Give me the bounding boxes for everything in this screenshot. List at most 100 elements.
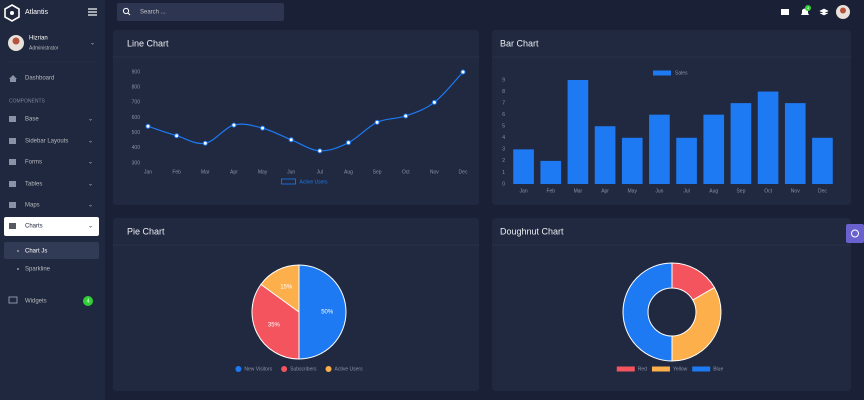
submenu-item[interactable]: Chart Js	[17, 249, 47, 255]
menu-item[interactable]: Charts ⌄	[9, 223, 93, 230]
y-tick-label: 5	[502, 124, 505, 130]
menu-caret: ⌄	[88, 160, 93, 166]
menu-dashboard[interactable]: Dashboard	[9, 75, 54, 82]
menu-label: Forms	[25, 160, 42, 166]
user-avatar-face	[12, 37, 20, 45]
legend-item[interactable]: New Visitors	[235, 366, 273, 372]
legend-item[interactable]: Yellow	[651, 366, 688, 372]
avatar-face	[840, 7, 846, 14]
menu-item[interactable]: Maps ⌄	[9, 202, 93, 209]
y-tick-label: 500	[132, 130, 141, 136]
layers-icon[interactable]	[819, 8, 829, 16]
mail-icon[interactable]	[781, 9, 789, 15]
legend-swatch	[281, 366, 288, 372]
menu-caret: ⌄	[88, 139, 93, 145]
bar	[730, 103, 752, 184]
x-tick-label: Dec	[459, 169, 468, 175]
point	[202, 140, 208, 146]
submenu-label: Chart Js	[25, 249, 47, 255]
x-tick-label: Feb	[546, 188, 555, 194]
legend-swatch	[616, 366, 635, 372]
x-tick-label: May	[628, 188, 638, 194]
legend-label: Active Users	[300, 179, 329, 185]
pie-slice	[260, 264, 300, 313]
point	[345, 140, 351, 146]
bar	[594, 126, 616, 184]
y-tick-label: 300	[132, 160, 141, 166]
menu-item[interactable]: Tables ⌄	[9, 181, 93, 188]
legend-swatch	[325, 366, 332, 372]
legend-label: Subscribers	[290, 366, 317, 372]
x-tick-label: Mar	[574, 188, 583, 194]
menu-widgets[interactable]: Widgets 4	[8, 296, 93, 306]
y-tick-label: 4	[502, 135, 505, 141]
y-tick-label: 600	[132, 115, 141, 121]
y-tick-label: 6	[502, 112, 505, 118]
menu-item[interactable]: Base ⌄	[9, 116, 93, 123]
menu-label: Base	[25, 117, 39, 123]
y-tick-label: 700	[132, 100, 141, 106]
user-role: Administrator	[29, 45, 59, 51]
submenu-item[interactable]: Sparkline	[17, 267, 51, 273]
doughnut-segment	[671, 286, 722, 362]
y-tick-label: 7	[502, 100, 505, 106]
bar	[649, 114, 670, 184]
widgets-badge	[83, 296, 93, 306]
doughnut-segment	[622, 262, 673, 362]
user-name: Hizrian	[29, 36, 48, 42]
home-icon	[9, 75, 17, 82]
menu-caret: ⌄	[88, 203, 93, 209]
x-tick-label: Jun	[655, 188, 663, 194]
bar	[676, 137, 697, 184]
legend-swatch	[653, 70, 671, 76]
point	[174, 133, 180, 139]
menu-toggle[interactable]	[88, 8, 97, 16]
menu-icon	[9, 181, 16, 187]
point	[460, 69, 466, 75]
bar	[513, 149, 534, 184]
card-title: Doughnut Chart	[500, 226, 564, 236]
sidebar	[0, 0, 105, 400]
legend-label: Blue	[713, 366, 723, 372]
legend-item[interactable]: Red	[616, 366, 647, 372]
pie-chart: 50% 35% 15% New Visitors Subscribers Active U…	[235, 264, 363, 372]
menu-label: Dashboard	[25, 76, 54, 82]
card-title: Pie Chart	[127, 226, 165, 236]
menu-item[interactable]: Forms ⌄	[9, 159, 93, 166]
x-tick-label: Nov	[791, 188, 800, 194]
x-tick-label: Jul	[683, 188, 689, 194]
notification-count: 4	[807, 5, 810, 10]
search-box[interactable]	[117, 3, 284, 21]
legend-item[interactable]: Active Users	[325, 366, 364, 372]
legend-label: New Visitors	[244, 366, 272, 372]
settings-button[interactable]	[846, 224, 864, 243]
y-tick-label: 400	[132, 145, 141, 151]
menu-label: Charts	[25, 224, 43, 230]
menu-item[interactable]: Sidebar Layouts ⌄	[9, 138, 93, 145]
y-tick-label: 1	[502, 170, 505, 176]
brand: Atlantis	[25, 9, 48, 16]
legend: New Visitors Subscribers Active Users	[235, 366, 363, 372]
x-tick-label: Oct	[402, 169, 410, 175]
x-tick-label: Jul	[317, 169, 323, 175]
y-tick-label: 800	[132, 84, 141, 90]
point	[403, 113, 409, 119]
bar	[784, 103, 806, 184]
point	[145, 123, 151, 129]
bar	[621, 137, 643, 184]
menu-icon	[9, 223, 16, 229]
menu-label: Maps	[25, 203, 40, 209]
bar	[540, 160, 562, 184]
x-tick-label: Feb	[172, 169, 181, 175]
card	[492, 218, 851, 391]
x-tick-label: Nov	[430, 169, 439, 175]
legend-item[interactable]: Subscribers	[281, 366, 317, 372]
y-tick-label: 8	[502, 89, 505, 95]
notification-badge	[805, 5, 811, 11]
search-icon-handle	[127, 12, 131, 16]
card-title: Bar Chart	[500, 38, 539, 48]
legend-label: Red	[638, 366, 647, 372]
legend-item[interactable]: Blue	[692, 366, 723, 372]
menu-icon	[9, 116, 16, 122]
